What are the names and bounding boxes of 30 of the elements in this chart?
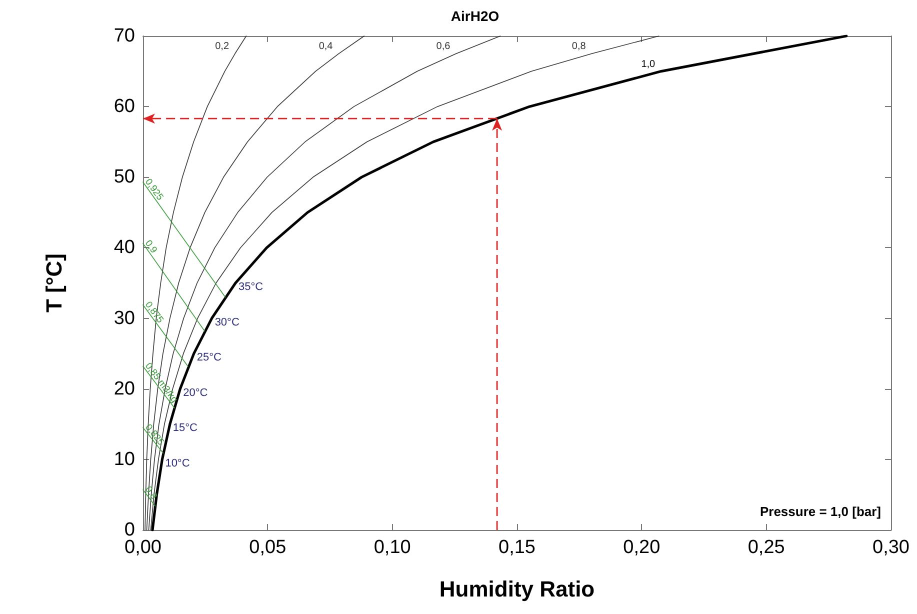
- y-tick-label: 60: [114, 96, 135, 118]
- annotation: 25°C: [196, 352, 222, 364]
- x-tick-label: 0,30: [872, 537, 910, 558]
- series-label: 0,8: [572, 41, 586, 52]
- x-tick-label: 0,25: [748, 537, 785, 558]
- x-axis-title: Humidity Ratio: [439, 576, 595, 602]
- annotation: 20°C: [183, 386, 208, 399]
- y-tick-label: 20: [114, 378, 135, 400]
- y-axis-title: T [°C]: [42, 254, 66, 312]
- x-tick-label: 0,20: [623, 537, 660, 558]
- series-label: 0,2: [215, 41, 230, 52]
- annotation: 35°C: [238, 281, 264, 293]
- series-label: 0,4: [318, 41, 334, 52]
- annotation: 15°C: [172, 422, 198, 434]
- x-tick-label: 0,10: [374, 537, 411, 558]
- text: 0,8: [142, 484, 160, 502]
- annotation: Pressure = 1,0 [bar]: [760, 504, 882, 519]
- series-label: 0,6: [436, 41, 451, 52]
- y-tick-label: 70: [114, 26, 135, 46]
- y-tick-label: 30: [114, 308, 135, 329]
- x-tick-label: 0,15: [498, 537, 536, 558]
- annotation: 30°C: [214, 316, 240, 328]
- y-tick-label: 40: [114, 237, 135, 258]
- x-tick-label: 0,05: [249, 537, 286, 558]
- annotation: 10°C: [165, 457, 190, 470]
- text: 0,9: [142, 238, 160, 256]
- y-tick-label: 50: [114, 166, 135, 188]
- y-tick-label: 10: [114, 448, 135, 470]
- series-label: 1,0: [641, 58, 656, 70]
- chart-title: AirH2O: [450, 8, 500, 24]
